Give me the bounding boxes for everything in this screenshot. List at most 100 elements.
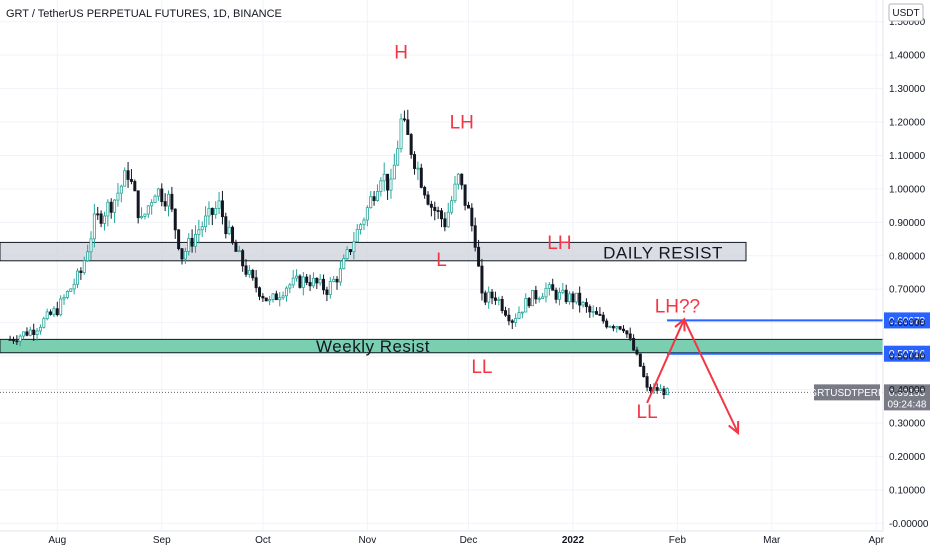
candle [113, 199, 117, 224]
candle [102, 211, 106, 231]
candle [76, 268, 80, 288]
candle [500, 295, 504, 314]
candle [167, 190, 171, 217]
candle [510, 319, 514, 330]
projection-down-arrowhead [728, 420, 740, 436]
candle [534, 285, 538, 304]
candle [89, 231, 93, 260]
candle [648, 384, 652, 394]
candle [311, 272, 315, 289]
candle [25, 327, 29, 337]
candle [386, 173, 390, 200]
price-tick-label: 0.60000 [889, 318, 926, 329]
symbol-badge [814, 384, 880, 401]
candle [143, 213, 147, 220]
candle [547, 282, 551, 296]
candle [79, 267, 83, 280]
weekly-resist-zone[interactable] [0, 338, 884, 354]
price-tick-label: 1.00000 [889, 184, 926, 195]
candle [99, 210, 103, 228]
candle [463, 184, 467, 211]
candle [659, 384, 663, 391]
candle [439, 208, 443, 228]
annotation-label: LL [471, 357, 492, 378]
candle [163, 193, 167, 212]
candle [244, 259, 248, 277]
candle [298, 274, 302, 289]
price-badge [884, 384, 930, 411]
candle [308, 274, 312, 291]
candle [443, 212, 447, 232]
candle [237, 245, 241, 253]
candle [305, 273, 309, 286]
candle [578, 286, 582, 313]
candle [615, 325, 619, 333]
candle [126, 161, 130, 188]
candle [45, 308, 49, 321]
candle [466, 201, 470, 209]
countdown-label: 09:24:48 [888, 399, 927, 410]
candle [406, 109, 410, 135]
time-axis[interactable]: Aug Sep Oct Nov Dec 2022 Feb Mar Apr [0, 530, 885, 546]
candle [258, 286, 262, 301]
candle [295, 269, 299, 282]
candle [480, 258, 484, 301]
time-tick-label: Apr [868, 535, 884, 546]
annotation-label: LH [547, 233, 571, 254]
candle [247, 265, 251, 278]
candle [551, 278, 555, 291]
level-badge [884, 345, 930, 362]
candle [86, 244, 90, 262]
candle [369, 191, 373, 209]
annotations: H LH L LH LL LH?? LL DAILY RESIST Weekly Resist [316, 43, 722, 423]
candle [338, 260, 342, 286]
candle [372, 191, 376, 206]
price-tick-label: -0.00000 [889, 519, 929, 530]
candle [227, 220, 231, 236]
candle [345, 246, 349, 261]
candle [423, 185, 427, 199]
candle [564, 284, 568, 304]
candle [136, 190, 140, 224]
price-tick-label: 0.10000 [889, 485, 926, 496]
candle [210, 207, 214, 226]
candle [96, 206, 100, 220]
candle [396, 140, 400, 166]
candle [65, 290, 69, 300]
candle [456, 172, 460, 190]
time-tick-label: Feb [669, 535, 687, 546]
candle [554, 287, 558, 304]
candle [487, 286, 491, 309]
projection-up-segment [646, 318, 686, 404]
candle [413, 151, 417, 175]
candle [140, 207, 144, 220]
candle [92, 203, 96, 248]
candle [632, 334, 636, 351]
candle [220, 190, 224, 225]
candle [601, 311, 605, 324]
candle [473, 217, 477, 252]
candle [379, 177, 383, 197]
price-tick-label: 1.40000 [889, 51, 926, 62]
candle [119, 184, 123, 203]
currency-badge[interactable] [888, 3, 924, 22]
candle [11, 336, 15, 345]
candle [561, 282, 565, 295]
candle [349, 249, 353, 256]
level-badge-label: 0.50716 [889, 349, 926, 360]
candle [271, 293, 275, 303]
candle [581, 300, 585, 308]
grid [0, 0, 883, 531]
price-axis[interactable]: 1.50000 1.40000 1.30000 1.20000 1.10000 1.000… [882, 0, 929, 531]
candle [328, 277, 332, 299]
candle [507, 308, 511, 326]
candle [399, 113, 403, 153]
candle [318, 274, 322, 286]
candle [301, 271, 305, 296]
chart-title: GRT / TetherUS PERPETUAL FUTURES, 1D, BI… [6, 8, 282, 20]
price-tick-label: 1.20000 [889, 118, 926, 129]
candle [591, 305, 595, 318]
candle [514, 313, 518, 327]
